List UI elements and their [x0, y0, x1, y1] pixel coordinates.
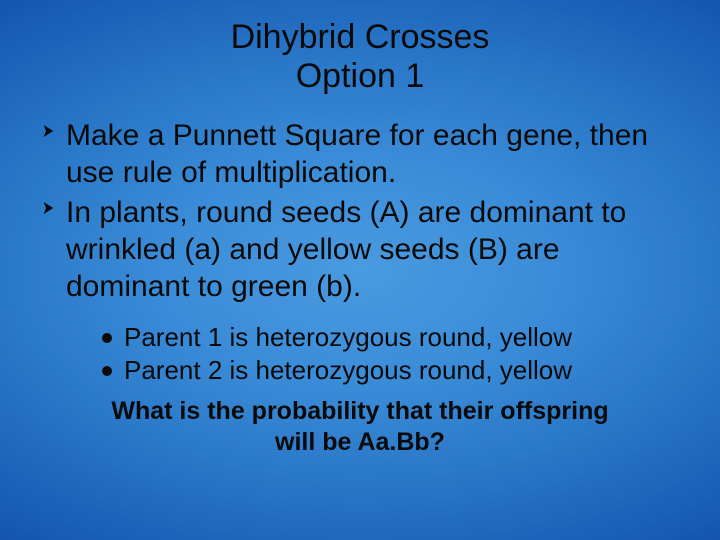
question-line-1: What is the probability that their offsp…: [111, 397, 608, 425]
question-line-2: will be Aa.Bb?: [275, 428, 445, 456]
title-line-1: Dihybrid Crosses: [231, 18, 490, 56]
slide: Dihybrid Crosses Option 1 Make a Punnett…: [0, 0, 720, 540]
bullet-text: Parent 2 is heterozygous round, yellow: [124, 355, 572, 385]
main-bullet-item: Make a Punnett Square for each gene, the…: [66, 118, 680, 191]
slide-title: Dihybrid Crosses Option 1: [40, 18, 680, 96]
title-line-2: Option 1: [296, 57, 425, 95]
bullet-text: Parent 1 is heterozygous round, yellow: [124, 322, 572, 352]
bullet-text: Make a Punnett Square for each gene, the…: [66, 119, 648, 189]
sub-bullet-list: Parent 1 is heterozygous round, yellow P…: [40, 321, 680, 388]
bullet-text: In plants, round seeds (A) are dominant …: [66, 196, 626, 302]
sub-bullet-item: Parent 1 is heterozygous round, yellow: [124, 321, 680, 354]
main-bullet-item: In plants, round seeds (A) are dominant …: [66, 195, 680, 305]
main-bullet-list: Make a Punnett Square for each gene, the…: [40, 118, 680, 305]
question-text: What is the probability that their offsp…: [40, 396, 680, 459]
sub-bullet-item: Parent 2 is heterozygous round, yellow: [124, 354, 680, 387]
